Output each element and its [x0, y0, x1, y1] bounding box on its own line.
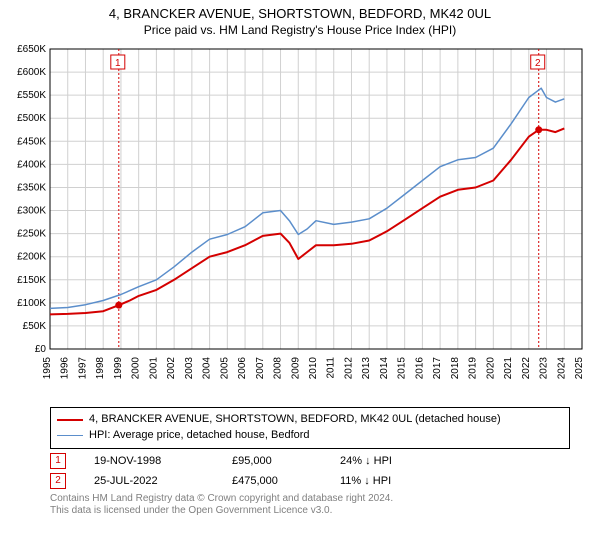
svg-text:2004: 2004	[202, 357, 213, 380]
svg-text:£150K: £150K	[17, 275, 46, 286]
svg-text:2008: 2008	[273, 357, 284, 380]
svg-text:2019: 2019	[468, 357, 479, 380]
footer: Contains HM Land Registry data © Crown c…	[50, 493, 570, 518]
svg-text:£550K: £550K	[17, 90, 46, 101]
svg-text:£350K: £350K	[17, 182, 46, 193]
chart-title: 4, BRANCKER AVENUE, SHORTSTOWN, BEDFORD,…	[0, 0, 600, 21]
svg-text:2025: 2025	[574, 357, 585, 380]
svg-text:2015: 2015	[397, 357, 408, 380]
svg-text:1999: 1999	[113, 357, 124, 380]
legend-swatch-property	[57, 419, 83, 421]
svg-text:2010: 2010	[308, 357, 319, 380]
svg-text:2006: 2006	[237, 357, 248, 380]
legend-row-hpi: HPI: Average price, detached house, Bedf…	[57, 428, 563, 444]
svg-text:£300K: £300K	[17, 206, 46, 217]
legend-swatch-hpi	[57, 435, 83, 436]
svg-text:£600K: £600K	[17, 67, 46, 78]
svg-text:£250K: £250K	[17, 229, 46, 240]
svg-text:2003: 2003	[184, 357, 195, 380]
svg-text:£50K: £50K	[23, 321, 47, 332]
chart-subtitle: Price paid vs. HM Land Registry's House …	[0, 21, 600, 41]
svg-text:£450K: £450K	[17, 136, 46, 147]
svg-text:2020: 2020	[485, 357, 496, 380]
svg-text:1998: 1998	[95, 357, 106, 380]
marker-price-2: £475,000	[232, 475, 312, 487]
marker-table: 1 19-NOV-1998 £95,000 24% ↓ HPI 2 25-JUL…	[50, 453, 570, 489]
svg-text:1995: 1995	[42, 357, 53, 380]
marker-diff-1: 24% ↓ HPI	[340, 455, 430, 467]
legend-label-property: 4, BRANCKER AVENUE, SHORTSTOWN, BEDFORD,…	[89, 412, 501, 428]
svg-text:£0: £0	[35, 344, 47, 355]
svg-text:1: 1	[115, 58, 121, 69]
svg-text:2: 2	[535, 58, 541, 69]
svg-text:1996: 1996	[60, 357, 71, 380]
svg-text:2002: 2002	[166, 357, 177, 380]
line-chart-svg: £0 £50K £100K £150K £200K £250K £300K £350K £400…	[0, 41, 600, 401]
svg-text:£650K: £650K	[17, 44, 46, 55]
legend-row-property: 4, BRANCKER AVENUE, SHORTSTOWN, BEDFORD,…	[57, 412, 563, 428]
svg-text:2018: 2018	[450, 357, 461, 380]
svg-text:2005: 2005	[219, 357, 230, 380]
footer-line2: This data is licensed under the Open Gov…	[50, 505, 570, 518]
svg-text:2014: 2014	[379, 357, 390, 380]
footer-line1: Contains HM Land Registry data © Crown c…	[50, 493, 570, 506]
marker-box-1: 1	[50, 453, 66, 469]
legend-label-hpi: HPI: Average price, detached house, Bedf…	[89, 428, 310, 444]
svg-text:2016: 2016	[414, 357, 425, 380]
svg-text:2024: 2024	[556, 357, 567, 380]
marker-box-2: 2	[50, 473, 66, 489]
svg-text:2013: 2013	[361, 357, 372, 380]
legend: 4, BRANCKER AVENUE, SHORTSTOWN, BEDFORD,…	[50, 407, 570, 449]
svg-text:2017: 2017	[432, 357, 443, 380]
svg-text:2022: 2022	[521, 357, 532, 380]
svg-text:£400K: £400K	[17, 159, 46, 170]
marker-date-2: 25-JUL-2022	[94, 475, 204, 487]
svg-text:2011: 2011	[326, 357, 337, 379]
marker-date-1: 19-NOV-1998	[94, 455, 204, 467]
svg-text:£100K: £100K	[17, 298, 46, 309]
svg-text:2021: 2021	[503, 357, 514, 380]
marker-row-2: 2 25-JUL-2022 £475,000 11% ↓ HPI	[50, 473, 570, 489]
svg-text:2000: 2000	[131, 357, 142, 380]
svg-text:2009: 2009	[290, 357, 301, 380]
svg-text:2023: 2023	[539, 357, 550, 380]
svg-text:2001: 2001	[148, 357, 159, 380]
svg-text:2012: 2012	[343, 357, 354, 380]
marker-diff-2: 11% ↓ HPI	[340, 475, 430, 487]
chart-area: £0 £50K £100K £150K £200K £250K £300K £350K £400…	[0, 41, 600, 401]
marker-price-1: £95,000	[232, 455, 312, 467]
svg-text:1997: 1997	[77, 357, 88, 380]
svg-text:2007: 2007	[255, 357, 266, 380]
marker-row-1: 1 19-NOV-1998 £95,000 24% ↓ HPI	[50, 453, 570, 469]
svg-text:£200K: £200K	[17, 252, 46, 263]
svg-text:£500K: £500K	[17, 113, 46, 124]
